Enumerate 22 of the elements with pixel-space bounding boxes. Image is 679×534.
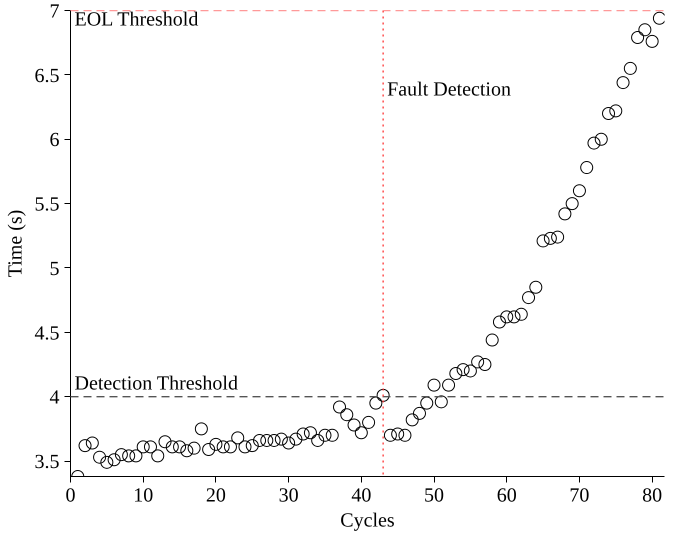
y-tick-label: 6.5 <box>34 64 60 87</box>
x-tick-label: 70 <box>569 484 590 506</box>
y-tick-label: 4.5 <box>34 322 60 344</box>
y-tick-label: 3.5 <box>34 451 60 474</box>
x-tick-label: 30 <box>278 484 299 506</box>
y-tick-label: 5.5 <box>34 194 60 216</box>
x-tick-label: 80 <box>642 484 662 506</box>
ref-line-label: EOL Threshold <box>74 8 198 30</box>
y-tick-label: 4 <box>50 386 60 409</box>
x-tick-label: 50 <box>424 484 444 506</box>
x-tick-label: 40 <box>351 484 372 506</box>
y-tick-label: 5 <box>50 258 60 280</box>
y-tick-label: 6 <box>50 129 60 152</box>
ref-line-label: Fault Detection <box>387 78 511 100</box>
x-tick-label: 0 <box>66 484 76 506</box>
x-tick-label: 20 <box>206 484 226 506</box>
x-tick-label: 60 <box>496 484 517 506</box>
ref-line-label: Detection Threshold <box>74 372 238 395</box>
y-axis-title: Time (s) <box>4 210 26 278</box>
x-axis-title: Cycles <box>340 510 395 532</box>
y-tick-label: 7 <box>50 0 60 22</box>
x-tick-label: 10 <box>133 484 154 506</box>
